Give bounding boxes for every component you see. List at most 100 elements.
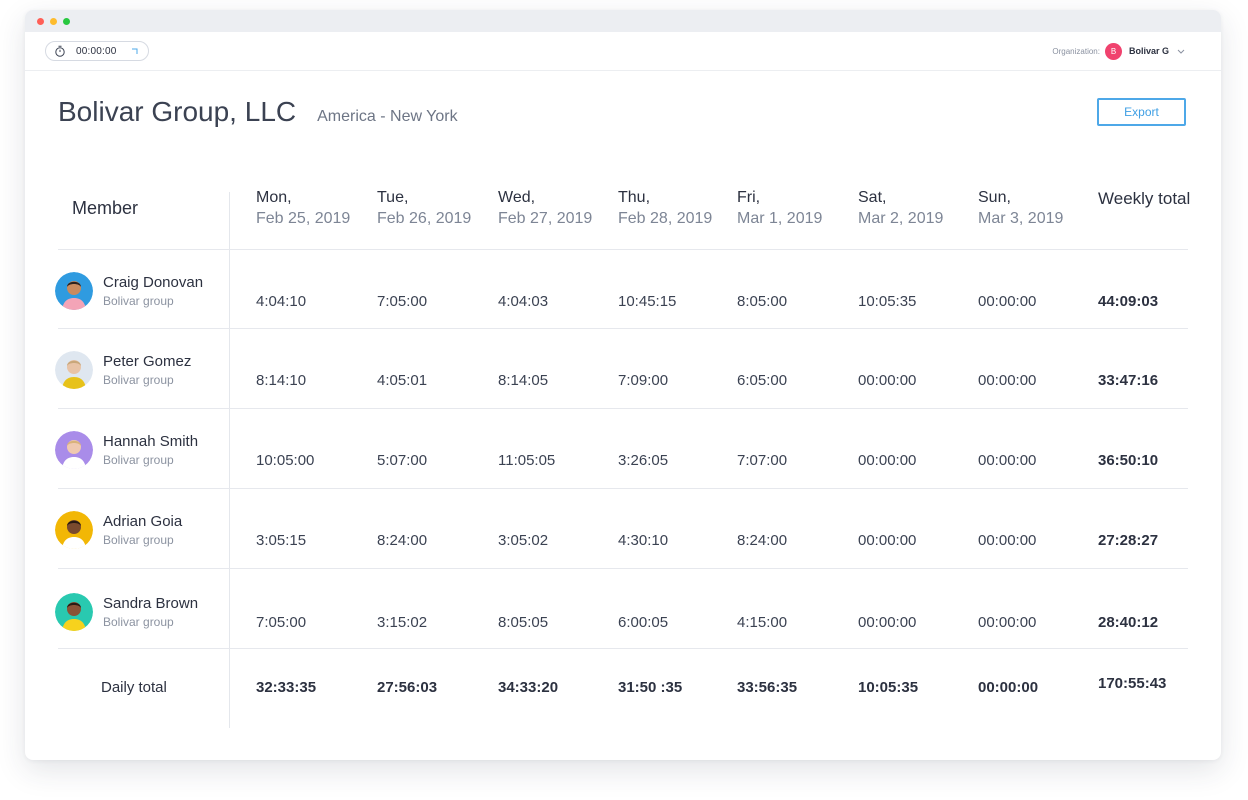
page-heading: Bolivar Group, LLC America - New York (58, 96, 458, 128)
organization-label: Organization: (1052, 46, 1100, 56)
time-cell[interactable]: 3:26:05 (618, 452, 669, 469)
time-cell[interactable]: 00:00:00 (978, 452, 1037, 469)
day-name: Mon, (256, 189, 292, 206)
time-cell[interactable]: 3:05:15 (256, 532, 307, 549)
member-group: Bolivar group (103, 615, 174, 629)
member-info: Hannah Smith Bolivar group (103, 432, 198, 468)
time-cell[interactable]: 10:05:35 (858, 293, 917, 310)
time-cell[interactable]: 10:45:15 (618, 293, 677, 310)
export-button[interactable]: Export (1097, 98, 1186, 126)
day-date: Feb 25, 2019 (256, 210, 351, 227)
time-cell[interactable]: 7:05:00 (256, 614, 307, 631)
member-group: Bolivar group (103, 533, 174, 547)
row-divider (58, 328, 1188, 329)
time-cell[interactable]: 5:07:00 (377, 452, 428, 469)
day-date: Mar 3, 2019 (978, 210, 1064, 227)
maximize-window-button[interactable] (63, 18, 70, 25)
daily-total-cell: 10:05:35 (858, 679, 919, 696)
time-cell[interactable]: 3:15:02 (377, 614, 428, 631)
time-cell[interactable]: 00:00:00 (858, 532, 917, 549)
time-cell[interactable]: 8:05:00 (737, 293, 788, 310)
row-divider (58, 408, 1188, 409)
time-cell[interactable]: 4:05:01 (377, 372, 428, 389)
weekly-total-cell: 33:47:16 (1098, 372, 1159, 389)
chevron-down-icon[interactable] (1177, 47, 1185, 55)
grand-total-cell: 170:55:43 (1098, 675, 1167, 692)
time-cell[interactable]: 7:05:00 (377, 293, 428, 310)
time-cell[interactable]: 10:05:00 (256, 452, 315, 469)
time-cell[interactable]: 4:30:10 (618, 532, 669, 549)
day-name: Sun, (978, 189, 1011, 206)
day-name: Fri, (737, 189, 761, 206)
expand-timer-icon[interactable] (131, 47, 139, 55)
member-name: Sandra Brown (103, 595, 199, 612)
member-cell[interactable]: Adrian Goia Bolivar group (55, 510, 182, 550)
time-cell[interactable]: 00:00:00 (978, 293, 1037, 310)
app-window: 00:00:00 Organization: B Bolivar G Boliv… (25, 10, 1221, 760)
row-divider (58, 648, 1188, 649)
daily-total-cell: 27:56:03 (377, 679, 438, 696)
day-column-header: Fri, Mar 1, 2019 (737, 187, 822, 229)
time-cell[interactable]: 8:05:05 (498, 614, 549, 631)
close-window-button[interactable] (37, 18, 44, 25)
page-title: Bolivar Group, LLC (58, 96, 297, 127)
avatar-yellow-man-icon (55, 511, 93, 549)
row-divider (58, 488, 1188, 489)
time-cell[interactable]: 8:24:00 (737, 532, 788, 549)
organization-selector[interactable]: Organization: B Bolivar G (1052, 41, 1185, 61)
member-name: Hannah Smith (103, 433, 199, 450)
time-cell[interactable]: 7:09:00 (618, 372, 669, 389)
weekly-total-cell: 27:28:27 (1098, 532, 1159, 549)
time-cell[interactable]: 8:14:10 (256, 372, 307, 389)
timer-widget[interactable]: 00:00:00 (45, 41, 149, 61)
day-column-header: Tue, Feb 26, 2019 (377, 187, 471, 229)
time-cell[interactable]: 00:00:00 (858, 452, 917, 469)
member-cell[interactable]: Sandra Brown Bolivar group (55, 592, 198, 632)
time-cell[interactable]: 00:00:00 (858, 614, 917, 631)
timer-value: 00:00:00 (76, 45, 117, 57)
member-info: Adrian Goia Bolivar group (103, 512, 182, 548)
weekly-total-cell: 44:09:03 (1098, 293, 1159, 310)
time-cell[interactable]: 00:00:00 (978, 532, 1037, 549)
day-column-header: Mon, Feb 25, 2019 (256, 187, 350, 229)
minimize-window-button[interactable] (50, 18, 57, 25)
day-date: Feb 28, 2019 (618, 210, 713, 227)
member-group: Bolivar group (103, 373, 174, 387)
time-cell[interactable]: 3:05:02 (498, 532, 549, 549)
weekly-total-header: Weekly total (1098, 189, 1191, 208)
day-name: Tue, (377, 189, 409, 206)
time-cell[interactable]: 6:00:05 (618, 614, 669, 631)
member-column-header: Member (72, 198, 139, 218)
time-cell[interactable]: 4:04:03 (498, 293, 549, 310)
member-group: Bolivar group (103, 453, 174, 467)
member-cell[interactable]: Peter Gomez Bolivar group (55, 350, 191, 390)
avatar-blue-man-icon (55, 272, 93, 310)
time-cell[interactable]: 00:00:00 (978, 372, 1037, 389)
timezone-label: America - New York (317, 108, 458, 125)
member-info: Peter Gomez Bolivar group (103, 352, 191, 388)
row-divider (58, 568, 1188, 569)
time-cell[interactable]: 6:05:00 (737, 372, 788, 389)
time-cell[interactable]: 8:14:05 (498, 372, 549, 389)
daily-total-cell: 31:50 :35 (618, 679, 683, 696)
member-cell[interactable]: Hannah Smith Bolivar group (55, 430, 198, 470)
time-cell[interactable]: 00:00:00 (858, 372, 917, 389)
day-date: Feb 27, 2019 (498, 210, 593, 227)
time-cell[interactable]: 00:00:00 (978, 614, 1037, 631)
weekly-total-cell: 28:40:12 (1098, 614, 1159, 631)
day-date: Feb 26, 2019 (377, 210, 472, 227)
time-cell[interactable]: 4:04:10 (256, 293, 307, 310)
stopwatch-icon (54, 45, 66, 57)
avatar-purple-woman-icon (55, 431, 93, 469)
daily-total-cell: 00:00:00 (978, 679, 1039, 696)
member-name: Craig Donovan (103, 274, 204, 291)
time-cell[interactable]: 4:15:00 (737, 614, 788, 631)
member-cell[interactable]: Craig Donovan Bolivar group (55, 271, 203, 311)
time-cell[interactable]: 7:07:00 (737, 452, 788, 469)
member-info: Sandra Brown Bolivar group (103, 594, 198, 630)
time-cell[interactable]: 8:24:00 (377, 532, 428, 549)
day-name: Thu, (618, 189, 651, 206)
time-cell[interactable]: 11:05:05 (498, 452, 556, 469)
day-column-header: Sat, Mar 2, 2019 (858, 187, 943, 229)
member-group: Bolivar group (103, 294, 174, 308)
